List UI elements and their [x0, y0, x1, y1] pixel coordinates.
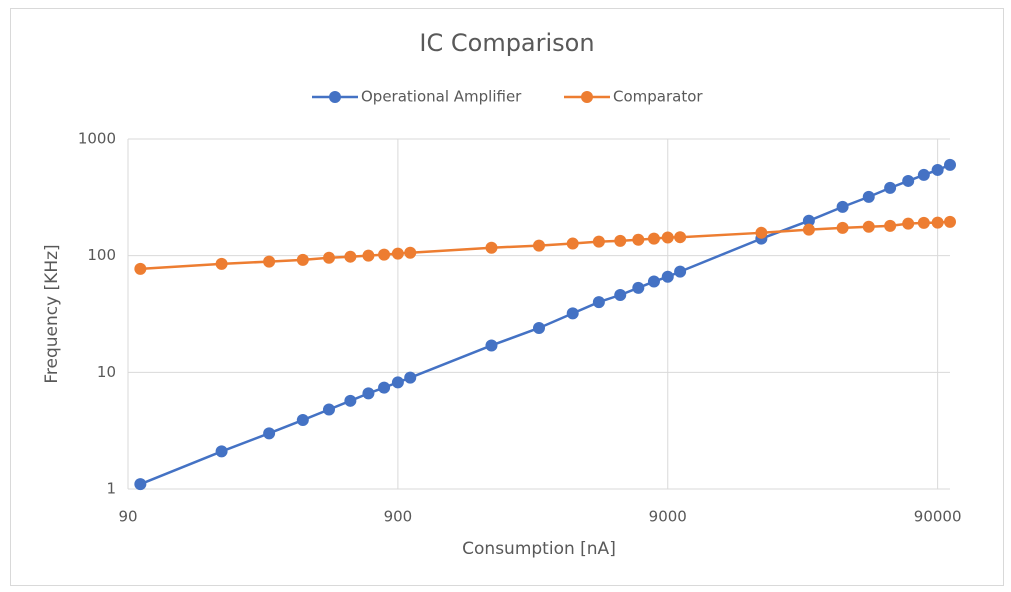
- data-point: [674, 231, 687, 244]
- data-point: [902, 174, 915, 187]
- data-point: [944, 158, 956, 171]
- data-point: [592, 235, 605, 248]
- data-point: [661, 270, 674, 283]
- data-point: [862, 220, 875, 233]
- data-point: [533, 239, 545, 252]
- data-point: [917, 168, 930, 181]
- data-point: [566, 307, 579, 320]
- legend-marker: [581, 91, 593, 103]
- data-point: [296, 414, 309, 427]
- data-point: [614, 289, 627, 302]
- data-point: [533, 321, 545, 334]
- data-point: [485, 241, 498, 254]
- x-tick-label: 900: [384, 508, 413, 526]
- data-point: [592, 296, 605, 309]
- series-line: [140, 220, 951, 271]
- data-point: [836, 221, 849, 234]
- data-point: [862, 190, 875, 203]
- y-axis-label: Frequency [KHz]: [42, 244, 62, 383]
- data-point: [661, 231, 674, 244]
- data-point: [263, 427, 276, 440]
- data-point: [614, 234, 627, 247]
- data-point: [647, 232, 660, 245]
- data-point: [917, 216, 930, 229]
- data-point: [362, 387, 375, 400]
- data-point: [755, 226, 768, 239]
- y-tick-label: 100: [87, 246, 116, 264]
- data-point: [378, 248, 391, 261]
- data-point: [632, 281, 645, 294]
- data-point: [215, 257, 228, 270]
- data-point: [134, 478, 147, 491]
- data-point: [362, 249, 375, 262]
- data-point: [344, 394, 357, 407]
- data-point: [902, 217, 915, 230]
- data-point: [944, 215, 956, 228]
- legend-label: Comparator: [613, 88, 703, 106]
- data-point: [884, 219, 897, 232]
- data-point: [263, 255, 276, 268]
- data-point: [931, 216, 944, 229]
- data-point: [378, 381, 391, 394]
- data-point: [344, 250, 357, 263]
- data-point: [215, 445, 228, 458]
- x-axis-label: Consumption [nA]: [462, 539, 616, 559]
- data-point: [674, 265, 687, 278]
- x-tick-label: 9000: [649, 508, 687, 526]
- series-line: [139, 163, 951, 486]
- x-tick-label: 90: [118, 508, 137, 526]
- data-point: [836, 200, 849, 213]
- data-point: [134, 262, 147, 275]
- y-tick-label: 1000: [78, 130, 116, 148]
- data-point: [884, 181, 897, 194]
- data-point: [485, 339, 498, 352]
- data-point: [296, 253, 309, 266]
- data-point: [931, 163, 944, 176]
- x-tick-label: 90000: [914, 508, 962, 526]
- data-point: [632, 233, 645, 246]
- data-point: [404, 371, 417, 384]
- data-point: [802, 214, 815, 227]
- data-point: [322, 403, 335, 416]
- legend-label: Operational Amplifier: [361, 88, 522, 106]
- data-point: [566, 237, 579, 250]
- data-point: [802, 223, 815, 236]
- y-tick-label: 1: [106, 480, 116, 498]
- data-point: [391, 247, 404, 260]
- data-point: [647, 275, 660, 288]
- data-point: [391, 376, 404, 389]
- data-point: [322, 251, 335, 264]
- data-point: [404, 246, 417, 259]
- chart-title: IC Comparison: [419, 29, 594, 57]
- legend-marker: [329, 91, 341, 103]
- y-tick-label: 10: [97, 363, 116, 381]
